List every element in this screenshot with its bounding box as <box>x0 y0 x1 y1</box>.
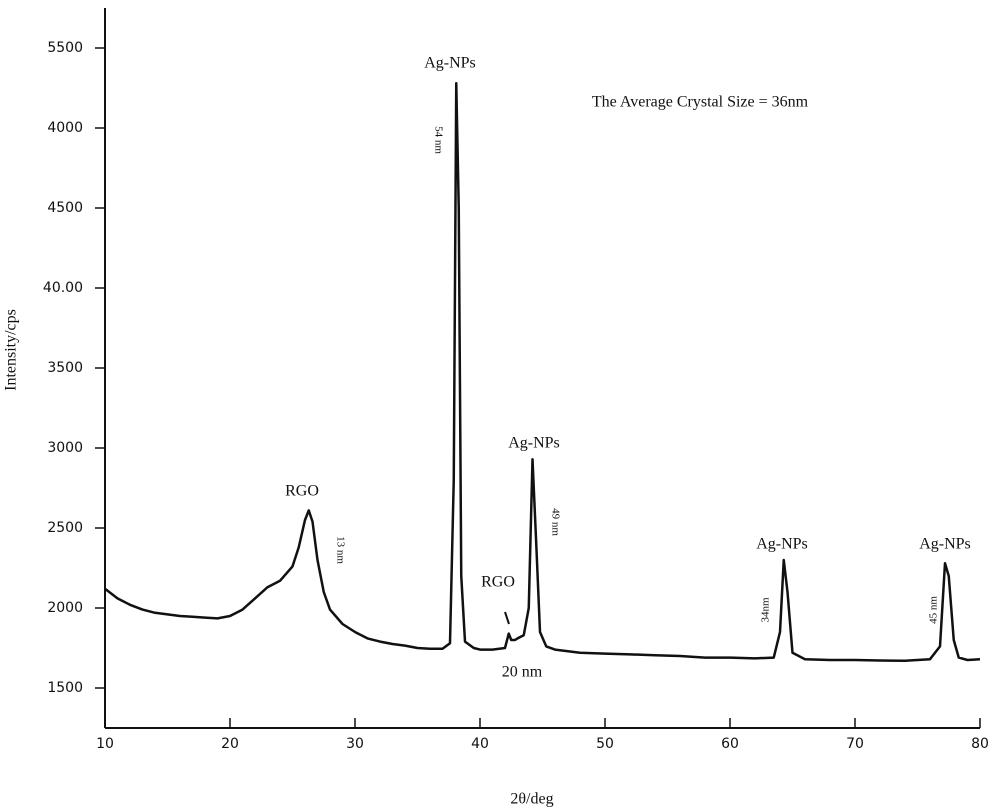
annotation: Ag-NPs <box>508 435 560 452</box>
annotation: 49 nm <box>549 508 561 536</box>
annotation: Ag-NPs <box>756 536 808 553</box>
y-tick-label: 2000 <box>47 600 83 616</box>
data-line <box>104 81 981 663</box>
x-tick-label: 20 <box>221 736 239 752</box>
x-tick-label: 30 <box>346 736 364 752</box>
annotation: Ag-NPs <box>919 536 971 553</box>
y-tick-label: 1500 <box>47 680 83 696</box>
y-tick-label: 40.00 <box>43 280 83 296</box>
y-tick-label: 2500 <box>47 520 83 536</box>
annotation: 20 nm <box>502 664 543 681</box>
annotation: Ag-NPs <box>424 55 476 72</box>
annotation: The Average Crystal Size = 36nm <box>592 94 809 111</box>
annotation: 45 nm <box>928 596 940 624</box>
x-tick-label: 40 <box>471 736 489 752</box>
arrow <box>504 611 510 625</box>
x-tick-label: 10 <box>96 736 114 752</box>
x-tick-label: 60 <box>721 736 739 752</box>
y-tick-label: 3000 <box>47 440 83 456</box>
y-tick-label: 3500 <box>47 360 83 376</box>
y-tick-label: 5500 <box>47 40 83 56</box>
y-tick-label: 4500 <box>47 200 83 216</box>
x-tick-label: 70 <box>846 736 864 752</box>
annotation: 54 nm <box>432 126 444 154</box>
x-tick-label: 80 <box>971 736 989 752</box>
x-axis-label: 2θ/deg <box>510 791 553 808</box>
annotation: 13 nm <box>334 536 346 564</box>
annotation: RGO <box>285 483 319 500</box>
annotation: RGO <box>481 574 515 591</box>
x-tick-label: 50 <box>596 736 614 752</box>
annotation: 34nm <box>760 597 772 623</box>
y-tick-label: 4000 <box>47 120 83 136</box>
y-axis-label: Intensity/cps <box>3 309 20 391</box>
